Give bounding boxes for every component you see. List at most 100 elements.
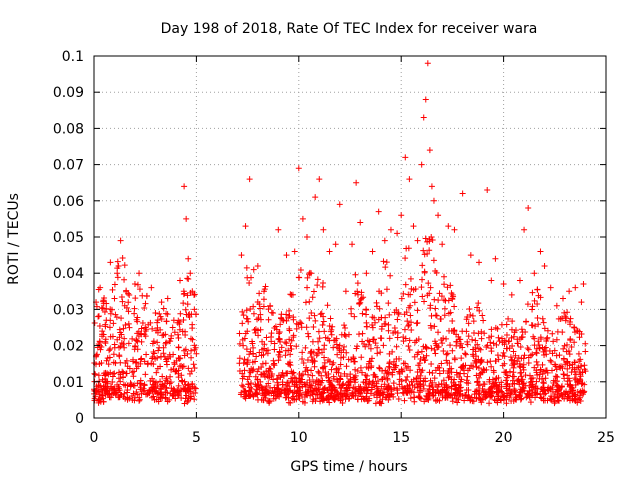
scatter-point [142,324,149,331]
scatter-point [551,392,558,399]
scatter-point [534,372,541,379]
scatter-point [394,316,401,323]
scatter-point [239,320,246,327]
scatter-point [467,312,474,319]
scatter-point [310,288,317,295]
scatter-point [304,274,311,281]
scatter-point [132,359,139,366]
scatter-point [236,368,243,375]
scatter-point [460,362,467,369]
scatter-point [308,353,315,360]
scatter-point [466,305,473,312]
scatter-point [382,367,389,374]
scatter-point [352,271,359,278]
scatter-point [503,381,510,388]
scatter-point [564,372,571,379]
scatter-point [492,375,499,382]
scatter-point [302,381,309,388]
scatter-point [562,313,569,320]
scatter-point [531,270,538,277]
scatter-point [122,360,129,367]
scatter-point [401,326,408,333]
scatter-point [417,387,424,394]
scatter-point [142,371,149,378]
scatter-point [426,247,433,254]
scatter-point [290,314,297,321]
scatter-point [189,288,196,295]
scatter-point [275,226,282,233]
scatter-point [405,291,412,298]
scatter-point [181,400,188,407]
scatter-point [534,390,541,397]
scatter-point [188,347,195,354]
scatter-point [512,352,519,359]
scatter-point [391,324,398,331]
scatter-point [393,362,400,369]
scatter-point [257,311,264,318]
scatter-point [123,370,130,377]
scatter-point [449,347,456,354]
scatter-point [329,323,336,330]
scatter-point [431,375,438,382]
scatter-point [269,370,276,377]
scatter-point [189,325,196,332]
scatter-point [306,315,313,322]
y-tick-label: 0 [75,411,84,427]
scatter-point [423,344,430,351]
scatter-point [128,381,135,388]
scatter-point [121,390,128,397]
scatter-point [424,250,431,257]
scatter-point [529,322,536,329]
scatter-point [114,270,121,277]
scatter-point [282,339,289,346]
scatter-point [293,343,300,350]
scatter-point [300,360,307,367]
scatter-point [326,248,333,255]
scatter-point [191,384,198,391]
scatter-point [287,351,294,358]
scatter-point [567,336,574,343]
scatter-point [147,319,154,326]
scatter-point [488,384,495,391]
scatter-point [175,335,182,342]
scatter-point [428,345,435,352]
scatter-point [185,255,192,262]
scatter-point [354,288,361,295]
scatter-point [441,305,448,312]
scatter-point [582,368,589,375]
scatter-point [342,333,349,340]
scatter-point [154,383,161,390]
scatter-point [150,349,157,356]
scatter-point [478,328,485,335]
scatter-point [282,352,289,359]
scatter-point [286,312,293,319]
scatter-point [510,348,517,355]
scatter-point [439,394,446,401]
chart-title: Day 198 of 2018, Rate Of TEC Index for r… [161,21,538,37]
scatter-point [297,319,304,326]
scatter-point [543,351,550,358]
scatter-point [159,373,166,380]
scatter-point [411,299,418,306]
scatter-point [95,313,102,320]
scatter-point [315,338,322,345]
scatter-point [171,329,178,336]
scatter-point [381,381,388,388]
scatter-point [531,342,538,349]
scatter-point [254,376,261,383]
scatter-point [184,350,191,357]
scatter-point [164,295,171,302]
scatter-point [309,372,316,379]
scatter-point [275,330,282,337]
scatter-point [95,372,102,379]
scatter-point [415,362,422,369]
scatter-point [407,275,414,282]
scatter-point [444,370,451,377]
scatter-point [443,335,450,342]
scatter-point [295,387,302,394]
scatter-point [427,322,434,329]
scatter-point [506,386,513,393]
scatter-point [118,315,125,322]
scatter-point [354,367,361,374]
scatter-point [291,374,298,381]
